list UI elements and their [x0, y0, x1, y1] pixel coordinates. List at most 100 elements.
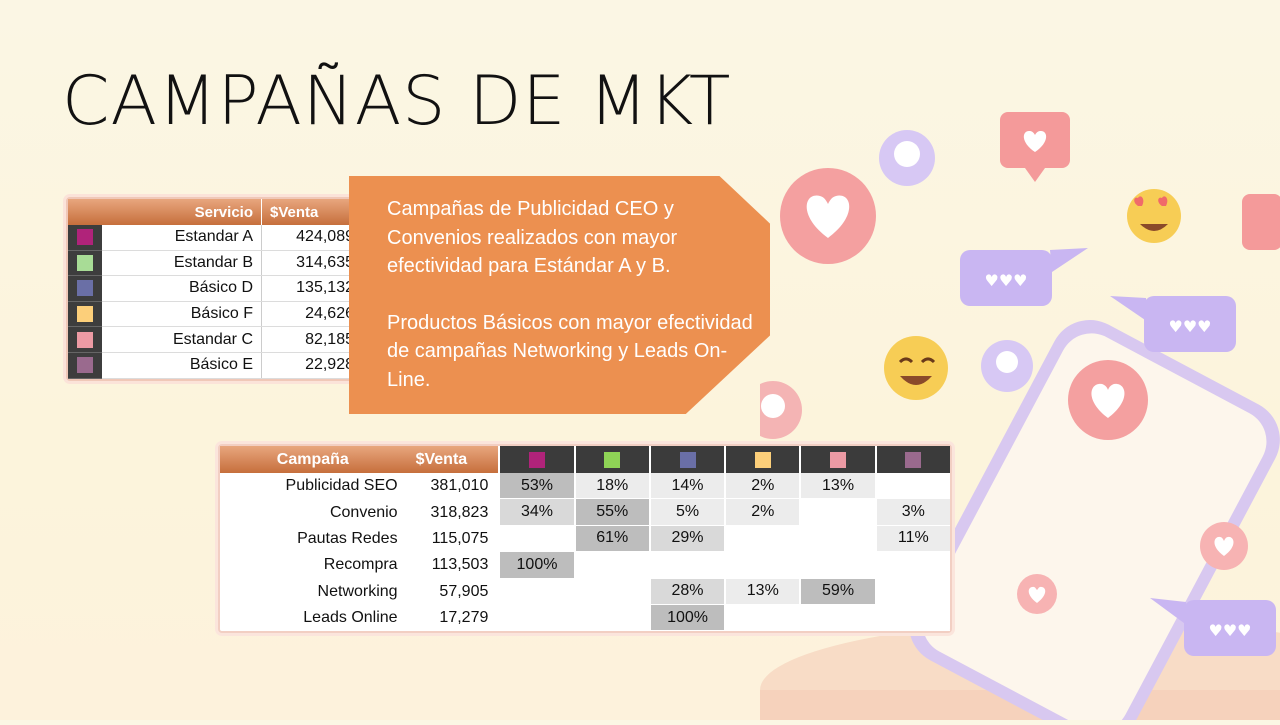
- percent-cell: [724, 525, 800, 553]
- percent-cell: [573, 604, 649, 632]
- color-swatch: [77, 229, 93, 246]
- service-name: Estandar A: [102, 225, 262, 251]
- table-row: Básico D 135,132: [68, 275, 364, 302]
- percent-cell: 14%: [648, 473, 725, 500]
- color-swatch: [77, 280, 93, 297]
- header-servicio: Servicio: [68, 199, 262, 225]
- service-name: Básico F: [102, 301, 262, 328]
- percent-cell: 34%: [498, 499, 574, 526]
- table-row: Estandar A 424,089: [68, 225, 364, 251]
- phone-icon: [908, 320, 1280, 725]
- percent-cell: [724, 604, 800, 632]
- campaign-value: 17,279: [439, 609, 489, 627]
- campaign-name: Recompra: [323, 556, 398, 574]
- percent-cell: 55%: [573, 499, 649, 526]
- chat-bubble-icon: [1184, 600, 1276, 656]
- table-row: Leads Online 17,279 100%: [220, 604, 950, 632]
- percent-cell: 3%: [874, 499, 950, 526]
- service-value: 22,928: [261, 352, 364, 379]
- svg-text:♥♥♥: ♥♥♥: [1208, 621, 1251, 640]
- percent-cell: [573, 578, 649, 605]
- color-swatch: [77, 357, 93, 374]
- campaign-name: Publicidad SEO: [285, 477, 398, 495]
- callout-paragraph-2: Productos Básicos con mayor efectividad …: [387, 311, 753, 391]
- campaign-table: Campaña $Venta Publicidad SEO 381,010 53% 1…: [218, 444, 952, 634]
- percent-cell: 18%: [573, 473, 649, 500]
- percent-cell: 100%: [648, 604, 725, 632]
- percent-cell: 59%: [799, 578, 875, 605]
- table-row: Networking 57,905 28% 13% 59%: [220, 578, 950, 605]
- header-venta: $Venta: [405, 446, 499, 473]
- column-swatch: [528, 451, 545, 468]
- callout-paragraph-1: Campañas de Publicidad CEO y Convenios r…: [387, 198, 678, 277]
- percent-cell: 28%: [648, 578, 725, 605]
- percent-cell: [648, 552, 725, 579]
- service-value: 314,635: [261, 250, 364, 277]
- column-swatch: [830, 451, 847, 468]
- percent-cell: 11%: [874, 525, 950, 553]
- svg-text:♥♥♥: ♥♥♥: [984, 271, 1027, 290]
- campaign-table-body: Publicidad SEO 381,010 53% 18% 14% 2% 13% Conve…: [220, 473, 950, 632]
- percent-cell: 2%: [724, 473, 800, 500]
- table-row: Publicidad SEO 381,010 53% 18% 14% 2% 13%: [220, 473, 950, 500]
- percent-cell: [874, 578, 950, 605]
- color-swatch: [77, 306, 93, 323]
- percent-cell: [799, 525, 875, 553]
- column-swatch: [679, 451, 696, 468]
- service-value: 135,132: [261, 275, 364, 302]
- campaign-name: Networking: [317, 582, 398, 600]
- campaign-name: Pautas Redes: [297, 529, 398, 547]
- service-value: 424,089: [261, 225, 364, 251]
- service-name: Estandar C: [102, 326, 262, 353]
- table-row: Estandar B 314,635: [68, 250, 364, 277]
- table-row: Estandar C 82,185: [68, 326, 364, 353]
- servicio-table: Servicio $Venta Estandar A 424,089 Estan…: [66, 197, 366, 381]
- percent-cell: [799, 499, 875, 526]
- campaign-value: 113,503: [431, 556, 489, 574]
- percent-cell: [724, 552, 800, 579]
- color-swatch: [77, 254, 93, 271]
- table-row: Básico F 24,626: [68, 301, 364, 328]
- page-title: CAMPAÑAS DE MKT: [62, 62, 732, 141]
- percent-cell: 29%: [648, 525, 725, 553]
- percent-cell: 100%: [498, 552, 574, 579]
- percent-cell: [874, 604, 950, 632]
- header-campana: Campaña: [220, 446, 406, 473]
- service-value: 82,185: [261, 326, 364, 353]
- percent-cell: 2%: [724, 499, 800, 526]
- campaign-name: Convenio: [329, 503, 398, 521]
- callout-text: Campañas de Publicidad CEO y Convenios r…: [387, 195, 757, 422]
- percent-cell: [573, 552, 649, 579]
- percent-cell: [498, 578, 574, 605]
- service-name: Básico E: [102, 352, 262, 379]
- campaign-name: Leads Online: [303, 609, 398, 627]
- service-value: 24,626: [261, 301, 364, 328]
- social-media-illustration: ♥♥♥ ♥♥♥ ♥♥♥: [744, 112, 1280, 725]
- percent-cell: 61%: [573, 525, 649, 553]
- campaign-value: 115,075: [431, 529, 489, 547]
- chat-bubble-icon: [960, 250, 1052, 306]
- service-name: Básico D: [102, 275, 262, 302]
- color-swatch: [77, 331, 93, 348]
- service-name: Estandar B: [102, 250, 262, 277]
- percent-cell: [874, 552, 950, 579]
- header-venta: $Venta: [261, 199, 364, 225]
- svg-text:♥♥♥: ♥♥♥: [1168, 317, 1211, 336]
- percent-cell: 53%: [498, 473, 574, 500]
- decorative-illustration: ♥♥♥ ♥♥♥ ♥♥♥: [744, 100, 1280, 725]
- table-row: Recompra 113,503 100%: [220, 552, 950, 579]
- percent-cell: 13%: [724, 578, 800, 605]
- percent-cell: [799, 552, 875, 579]
- campaign-value: 318,823: [430, 503, 489, 521]
- campaign-value: 57,905: [439, 582, 489, 600]
- percent-cell: 5%: [648, 499, 725, 526]
- heart-eyes-emoji-icon: [1127, 189, 1181, 243]
- column-swatch: [604, 451, 621, 468]
- column-swatch: [905, 451, 922, 468]
- table-row: Básico E 22,928: [68, 352, 364, 379]
- chat-bubble-icon: [1144, 296, 1236, 352]
- heart-bubble-icon: [1242, 194, 1280, 250]
- campaign-value: 381,010: [430, 477, 489, 495]
- servicio-table-body: Estandar A 424,089 Estandar B 314,635 Bá…: [68, 225, 364, 379]
- column-swatch: [754, 451, 771, 468]
